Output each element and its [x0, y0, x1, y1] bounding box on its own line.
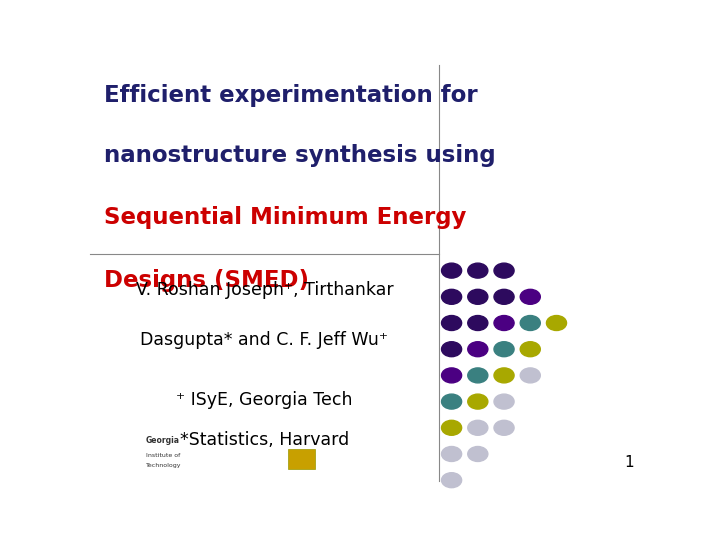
- Text: ⁺ ISyE, Georgia Tech: ⁺ ISyE, Georgia Tech: [176, 391, 353, 409]
- Circle shape: [468, 368, 488, 383]
- Circle shape: [494, 420, 514, 435]
- Text: *Statistics, Harvard: *Statistics, Harvard: [180, 431, 349, 449]
- Text: Technology: Technology: [145, 463, 181, 468]
- Text: V. Roshan Joseph⁺, Tirthankar: V. Roshan Joseph⁺, Tirthankar: [135, 281, 393, 299]
- Circle shape: [546, 315, 567, 330]
- Circle shape: [441, 368, 462, 383]
- Text: Sequential Minimum Energy: Sequential Minimum Energy: [104, 206, 467, 229]
- Text: ISyE: ISyE: [292, 455, 311, 463]
- Circle shape: [494, 342, 514, 357]
- Circle shape: [441, 315, 462, 330]
- Text: 1: 1: [624, 455, 634, 470]
- Circle shape: [521, 368, 540, 383]
- Circle shape: [468, 394, 488, 409]
- Text: nanostructure synthesis using: nanostructure synthesis using: [104, 144, 495, 167]
- Circle shape: [441, 394, 462, 409]
- Text: Institute of: Institute of: [145, 453, 180, 458]
- Circle shape: [521, 289, 540, 305]
- Text: Dasgupta* and C. F. Jeff Wu⁺: Dasgupta* and C. F. Jeff Wu⁺: [140, 331, 388, 349]
- Circle shape: [494, 394, 514, 409]
- Circle shape: [441, 289, 462, 305]
- Circle shape: [494, 289, 514, 305]
- Text: Georgia: Georgia: [145, 436, 180, 446]
- Circle shape: [441, 420, 462, 435]
- Circle shape: [468, 289, 488, 305]
- Circle shape: [441, 342, 462, 357]
- Circle shape: [521, 315, 540, 330]
- Text: Efficient experimentation for: Efficient experimentation for: [104, 84, 477, 106]
- Text: Designs (SMED): Designs (SMED): [104, 268, 309, 292]
- Circle shape: [468, 342, 488, 357]
- Circle shape: [441, 472, 462, 488]
- Bar: [288, 449, 315, 469]
- Circle shape: [494, 263, 514, 278]
- Circle shape: [494, 368, 514, 383]
- Circle shape: [441, 263, 462, 278]
- Circle shape: [441, 447, 462, 462]
- Circle shape: [468, 420, 488, 435]
- Circle shape: [468, 315, 488, 330]
- Circle shape: [468, 263, 488, 278]
- Circle shape: [468, 447, 488, 462]
- Circle shape: [494, 315, 514, 330]
- Circle shape: [521, 342, 540, 357]
